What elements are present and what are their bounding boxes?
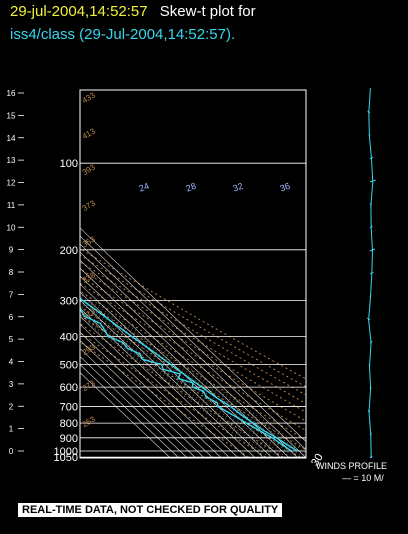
dry-adiabat-label: 353	[81, 234, 98, 249]
wind-profile-layer	[366, 87, 376, 459]
isotherm-line	[80, 235, 306, 450]
isotherm-line	[80, 340, 204, 458]
height-tick-label: 14	[7, 134, 16, 143]
moist-adiabat-line	[80, 298, 304, 458]
pressure-tick-label: 200	[60, 245, 78, 257]
mixing-ratio-label: 36	[279, 181, 292, 194]
isotherm-line	[80, 323, 221, 458]
moist-adiabat-line	[80, 306, 287, 458]
isotherm-line	[80, 259, 289, 458]
pressure-tick-label: 600	[60, 382, 78, 394]
height-tick-label: 7	[9, 290, 14, 299]
height-tick-label: 15	[7, 111, 16, 120]
dry-adiabat-line	[80, 282, 306, 422]
mixing-ratio-label: 28	[185, 181, 198, 194]
height-tick-label: 5	[9, 335, 14, 344]
wind-profile-line	[368, 89, 374, 459]
isotherm-line	[80, 356, 187, 458]
height-tick-label: 10	[7, 223, 16, 232]
dry-adiabat-line	[80, 332, 267, 458]
pressure-tick-label: 400	[60, 331, 78, 343]
wind-barb	[369, 87, 372, 91]
height-tick-label: 11	[7, 201, 16, 210]
dry-adiabat-line	[80, 261, 306, 396]
isotherm-line	[80, 299, 247, 458]
moist-adiabat-line	[80, 308, 283, 458]
height-tick-label: 13	[7, 156, 16, 165]
isotherm-right-label: 30	[309, 452, 326, 469]
isotherm-line	[80, 267, 281, 458]
dewpoint-profile	[80, 306, 292, 452]
pressure-tick-label: 500	[60, 359, 78, 371]
isotherm-line	[80, 243, 306, 458]
chart-title: 29-jul-2004,14:52:57 Skew-t plot for	[10, 3, 256, 20]
dry-adiabat-line	[80, 268, 306, 405]
moist-adiabats-layer	[80, 290, 306, 458]
isotherm-line	[80, 291, 255, 458]
dry-adiabats-layer	[80, 247, 306, 458]
pressure-tick-label: 900	[60, 433, 78, 445]
mixing-ratio-label: 24	[138, 181, 151, 194]
plot-frame	[79, 89, 307, 459]
sounding-timestamp: 29-jul-2004,14:52:57	[10, 3, 148, 20]
isotherm-line	[80, 348, 196, 458]
height-tick-label: 12	[7, 179, 16, 188]
winds-profile-label: WINDS PROFILE	[316, 461, 388, 471]
isotherm-line	[80, 251, 298, 458]
height-tick-label: 1	[9, 425, 14, 434]
height-tick-label: 4	[9, 358, 14, 367]
title-suffix: Skew-t plot for	[159, 3, 256, 20]
dry-adiabat-label: 413	[81, 126, 98, 141]
dry-adiabat-line	[80, 275, 306, 413]
dry-adiabat-label: 373	[81, 198, 98, 213]
quality-note: REAL-TIME DATA, NOT CHECKED FOR QUALITY	[18, 503, 283, 517]
dry-adiabat-label: 333	[81, 270, 98, 285]
height-tick-label: 3	[9, 380, 14, 389]
dry-adiabat-line	[80, 314, 301, 458]
isotherm-line	[80, 315, 230, 458]
profiles-layer	[80, 297, 298, 452]
dry-adiabat-line	[80, 298, 306, 441]
isotherm-line	[80, 307, 238, 458]
chart-subtitle: iss4/class (29-Jul-2004,14:52:57).	[10, 26, 236, 43]
pressure-tick-label: 1000	[54, 446, 78, 458]
moist-adiabat-line	[80, 316, 265, 458]
labels-layer: 1002003004005006007008009001000105001234…	[7, 89, 326, 469]
pressure-tick-label: 1050	[54, 452, 78, 464]
pressure-tick-label: 100	[60, 158, 78, 170]
isotherm-line	[80, 227, 306, 442]
dry-adiabat-label: 273	[81, 378, 98, 393]
isotherm-line	[80, 283, 264, 458]
moist-adiabat-line	[80, 290, 306, 451]
dry-adiabat-line	[80, 290, 306, 432]
mixing-ratio-label: 32	[232, 181, 245, 194]
winds-scale-label: — = 10 M/	[342, 473, 384, 483]
height-tick-label: 9	[9, 246, 14, 255]
isotherm-line	[80, 372, 170, 458]
isotherm-line	[80, 364, 179, 458]
pressure-tick-label: 300	[60, 296, 78, 308]
isobars-layer	[80, 162, 306, 458]
pressure-tick-label: 800	[60, 418, 78, 430]
moist-adiabat-line	[80, 302, 295, 458]
dry-adiabat-line	[80, 247, 306, 380]
moist-adiabat-line	[80, 295, 306, 457]
isotherms-layer	[80, 227, 306, 458]
temperature-profile	[80, 297, 298, 452]
dry-adiabat-label: 253	[81, 414, 98, 429]
height-tick-label: 16	[7, 89, 16, 98]
pressure-tick-label: 700	[60, 401, 78, 413]
height-tick-label: 0	[9, 447, 14, 456]
dry-adiabat-label: 393	[81, 162, 98, 177]
dry-adiabat-line	[80, 254, 306, 388]
height-tick-label: 2	[9, 402, 14, 411]
dry-adiabat-line	[80, 341, 249, 458]
height-tick-label: 6	[9, 313, 14, 322]
isotherm-line	[80, 332, 213, 458]
dry-adiabat-label: 433	[81, 90, 98, 105]
moist-adiabat-line	[80, 310, 278, 458]
height-tick-label: 8	[9, 268, 14, 277]
